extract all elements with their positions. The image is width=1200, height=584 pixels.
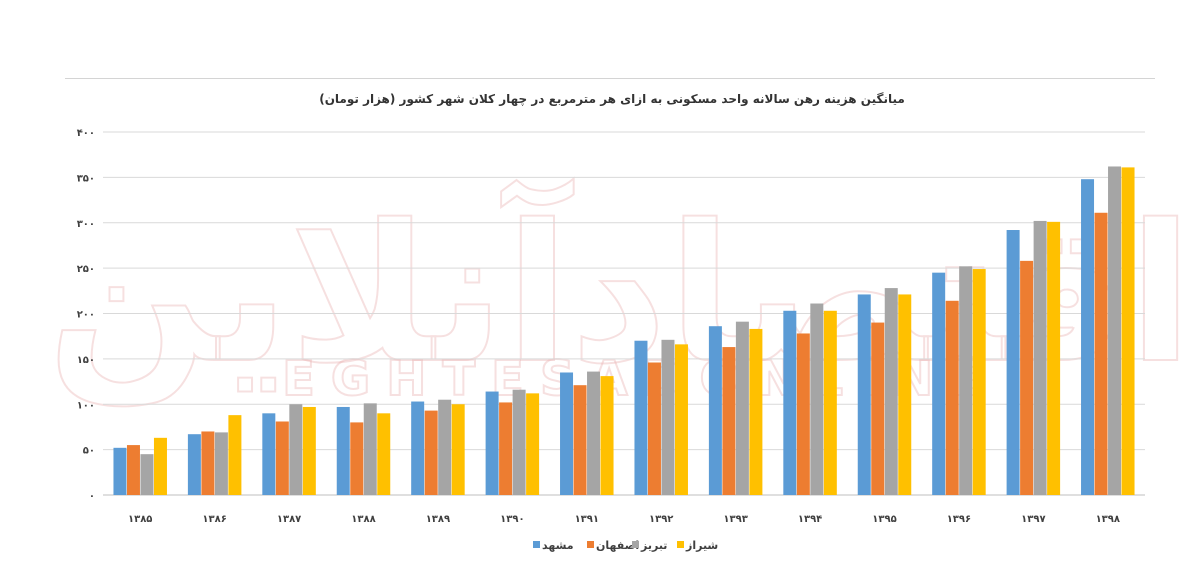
y-tick-label: ۴۰۰ (77, 128, 95, 139)
legend-swatch (533, 541, 540, 548)
bar (377, 413, 391, 495)
x-tick-label: ۱۳۹۶ (947, 514, 971, 525)
x-tick-label: ۱۳۹۳ (723, 514, 747, 525)
bar (573, 385, 587, 495)
bar (1081, 179, 1095, 495)
watermark-main: اقتصادآنلاین (47, 178, 1193, 407)
bar (438, 399, 452, 495)
bar (945, 300, 959, 495)
y-tick-label: ۱۵۰ (77, 355, 95, 366)
bar (526, 393, 540, 495)
x-tick-label: ۱۳۹۱ (575, 514, 599, 525)
bar (350, 422, 364, 495)
bar (424, 410, 438, 495)
bar (302, 406, 316, 495)
legend-swatch (587, 541, 594, 548)
bar (1047, 221, 1061, 495)
bar (228, 415, 242, 495)
y-axis-ticks: ۰ ۵۰ ۱۰۰ ۱۵۰ ۲۰۰ ۲۵۰ ۳۰۰ ۳۵۰ ۴۰۰ (77, 128, 95, 502)
bar (499, 402, 513, 495)
y-tick-label: ۵۰ (83, 446, 95, 457)
x-tick-label: ۱۳۹۰ (500, 514, 524, 525)
bar (1108, 166, 1122, 496)
bar (708, 326, 722, 495)
legend-label: شیراز (685, 539, 718, 552)
bar (187, 434, 201, 495)
x-tick-label: ۱۳۸۸ (351, 514, 375, 525)
bar (1033, 220, 1047, 495)
y-tick-label: ۱۰۰ (77, 400, 95, 411)
y-tick-label: ۲۰۰ (77, 310, 95, 321)
x-tick-label: ۱۳۸۵ (128, 514, 152, 525)
bar (411, 401, 425, 495)
bar (600, 376, 614, 495)
bar (201, 431, 215, 495)
bar (661, 339, 675, 495)
bar (451, 404, 465, 495)
bar (275, 421, 289, 495)
legend-swatch (677, 541, 684, 548)
legend-label: تبریز (640, 539, 667, 552)
bar (674, 344, 688, 495)
bars (113, 166, 1135, 496)
bar (722, 347, 736, 495)
bar (153, 437, 167, 495)
bar (972, 269, 986, 495)
bar (871, 322, 885, 495)
bar (810, 303, 824, 495)
bar (796, 333, 810, 495)
bar (485, 391, 499, 495)
bar (932, 272, 946, 495)
y-tick-label: ۳۰۰ (77, 219, 95, 230)
x-axis-ticks: ۱۳۸۵ ۱۳۸۶ ۱۳۸۷ ۱۳۸۸ ۱۳۸۹ ۱۳۹۰ ۱۳۹۱ ۱۳۹۲ ۱۳۹۳ ۱۳۹۴… (128, 514, 1120, 525)
bar (783, 310, 797, 495)
bar (749, 328, 763, 495)
top-divider (65, 78, 1155, 79)
bar (113, 447, 127, 495)
bar (1121, 167, 1135, 495)
bar (959, 266, 973, 495)
x-tick-label: ۱۳۹۵ (872, 514, 896, 525)
bar (634, 340, 648, 495)
legend-swatch (632, 541, 639, 548)
bar (214, 432, 228, 495)
bar (262, 413, 276, 495)
x-tick-label: ۱۳۹۴ (798, 514, 822, 525)
x-tick-label: ۱۳۹۸ (1096, 514, 1120, 525)
bar (336, 406, 350, 495)
bar (363, 403, 377, 495)
bar (587, 371, 601, 495)
bar (289, 404, 303, 495)
bar (647, 362, 661, 495)
x-tick-label: ۱۳۸۶ (202, 514, 226, 525)
x-tick-label: ۱۳۸۷ (277, 514, 301, 525)
chart-title: میانگین هزینه رهن سالانه واحد مسکونی به … (319, 92, 905, 107)
bar (898, 294, 912, 495)
y-tick-label: ۳۵۰ (77, 173, 95, 184)
x-tick-label: ۱۳۹۷ (1021, 514, 1045, 525)
bar (126, 445, 140, 495)
bar (512, 389, 526, 495)
legend: مشهد اصفهان تبریز شیراز (533, 539, 718, 552)
legend-label: مشهد (542, 539, 574, 552)
bar (1006, 230, 1020, 495)
bar (1020, 260, 1034, 495)
bar (823, 310, 837, 495)
x-tick-label: ۱۳۸۹ (426, 514, 450, 525)
bar (857, 294, 871, 495)
x-tick-label: ۱۳۹۲ (649, 514, 673, 525)
bar (140, 454, 154, 495)
bar (884, 288, 898, 495)
y-tick-label: ۰ (89, 491, 95, 502)
bar (735, 321, 749, 495)
legend-label: اصفهان (596, 539, 639, 552)
bar (560, 372, 574, 495)
bar (1094, 212, 1108, 495)
y-tick-label: ۲۵۰ (77, 264, 95, 275)
